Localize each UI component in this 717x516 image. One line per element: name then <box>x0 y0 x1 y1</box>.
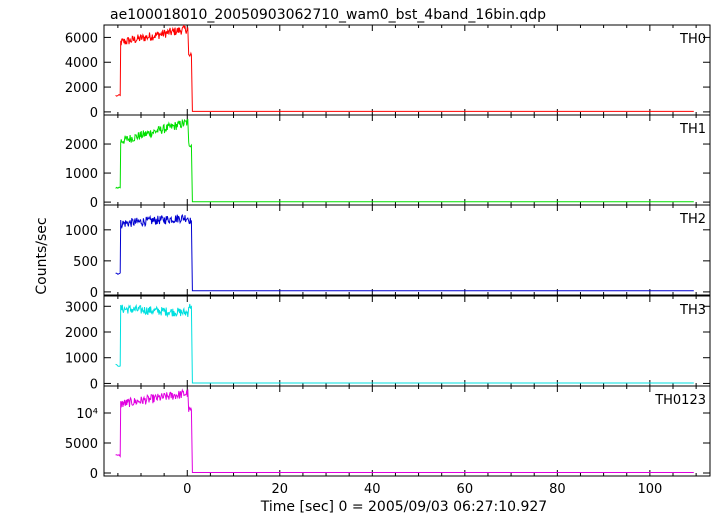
light-curve-th3 <box>115 303 694 384</box>
panel-label: TH3 <box>679 303 706 318</box>
y-axis-label: Counts/sec <box>34 217 50 294</box>
y-tick-label: 2000 <box>65 138 98 153</box>
y-tick-label: 0 <box>90 196 98 211</box>
y-tick-label: 2000 <box>65 81 98 96</box>
y-tick-label: 500 <box>73 255 98 270</box>
y-tick-label: 6000 <box>65 31 98 46</box>
light-curve-th0123 <box>115 388 694 473</box>
x-tick-label: 0 <box>183 482 191 497</box>
y-tick-label: 1000 <box>65 352 98 367</box>
panel-label: TH2 <box>679 212 706 227</box>
x-tick-label: 80 <box>549 482 566 497</box>
y-tick-label: 4000 <box>65 56 98 71</box>
light-curve-th1 <box>115 118 694 203</box>
panel-frame <box>103 295 711 387</box>
panel-th1: 0 1000 2000 TH1 <box>65 114 711 211</box>
panel-frame <box>103 24 711 116</box>
x-tick-label: 20 <box>272 482 289 497</box>
y-tick-label: 10⁴ <box>76 407 98 422</box>
panel-th2: 0 500 1000 TH2 <box>65 204 711 301</box>
panel-frame <box>103 114 711 206</box>
panel-label: TH0123 <box>654 393 706 408</box>
light-curve-th2 <box>115 213 694 292</box>
y-tick-label: 2000 <box>65 326 98 341</box>
panel-frame <box>103 385 711 477</box>
y-tick-label: 1000 <box>65 224 98 239</box>
y-tick-label: 5000 <box>65 437 98 452</box>
y-tick-label: 0 <box>90 377 98 392</box>
x-tick-label: 60 <box>457 482 474 497</box>
y-tick-label: 0 <box>90 467 98 482</box>
y-tick-label: 0 <box>90 286 98 301</box>
y-tick-label: 1000 <box>65 167 98 182</box>
chart-title: ae100018010_20050903062710_wam0_bst_4ban… <box>110 7 546 23</box>
x-axis-label: Time [sec] 0 = 2005/09/03 06:27:10.927 <box>260 499 547 515</box>
panel-th0123: 0 5000 10⁴ TH0123 <box>65 385 711 482</box>
panel-label: TH1 <box>679 122 706 137</box>
panel-label: TH0 <box>679 32 706 47</box>
panel-frame <box>103 204 711 296</box>
panel-th0: 0 2000 4000 6000 TH0 <box>65 24 711 121</box>
x-tick-label: 100 <box>637 482 662 497</box>
x-axis: 0 20 40 60 80 100 <box>183 482 662 497</box>
y-tick-label: 0 <box>90 106 98 121</box>
x-tick-label: 40 <box>364 482 381 497</box>
light-curve-th0 <box>115 24 694 112</box>
y-tick-label: 3000 <box>65 300 98 315</box>
panel-th3: 0 1000 2000 3000 TH3 <box>65 295 711 392</box>
